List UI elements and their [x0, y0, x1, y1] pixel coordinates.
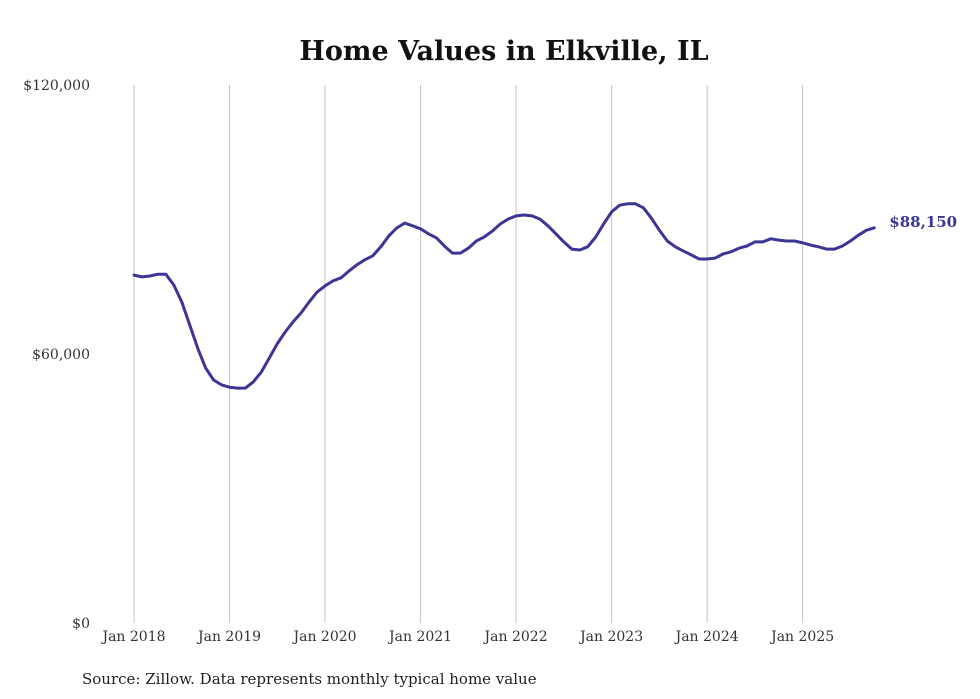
- x-tick-label: Jan 2019: [196, 629, 261, 645]
- source-note: Source: Zillow. Data represents monthly …: [82, 670, 537, 688]
- end-value-label: $88,150: [889, 213, 957, 231]
- y-axis: $0 $60,000 $120,000: [23, 78, 90, 632]
- x-tick-label: Jan 2024: [674, 629, 739, 645]
- x-tick-label: Jan 2023: [578, 629, 643, 645]
- y-tick-label: $60,000: [32, 347, 90, 363]
- x-tick-label: Jan 2022: [483, 629, 548, 645]
- x-tick-label: Jan 2025: [769, 629, 834, 645]
- y-tick-label: $0: [72, 616, 90, 632]
- series-line: [132, 202, 876, 390]
- x-tick-label: Jan 2021: [387, 629, 452, 645]
- y-tick-label: $120,000: [23, 78, 90, 94]
- chart-title: Home Values in Elkville, IL: [299, 36, 708, 67]
- x-tick-label: Jan 2020: [292, 629, 357, 645]
- gridlines: [133, 85, 804, 623]
- x-axis: Jan 2018 Jan 2019 Jan 2020 Jan 2021 Jan 2022…: [100, 629, 834, 645]
- x-tick-label: Jan 2018: [100, 629, 165, 645]
